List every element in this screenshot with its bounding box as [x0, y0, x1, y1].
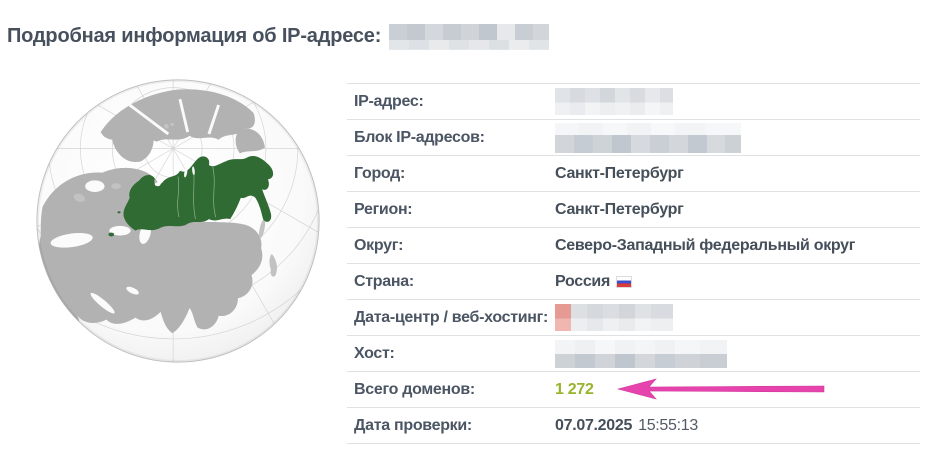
table-row-country: Страна: Россия	[347, 264, 920, 300]
row-label: IP-адрес:	[354, 92, 424, 110]
row-label: Город:	[354, 164, 406, 182]
row-label: Дата-центр / веб-хостинг:	[354, 308, 549, 326]
check-date: 07.07.2025	[555, 416, 633, 434]
total-domains-link[interactable]: 1 272	[555, 380, 594, 398]
table-row-host: Хост:	[347, 336, 920, 372]
page-header: Подробная информация об IP-адресе:	[7, 12, 550, 62]
russia-globe-map	[33, 76, 323, 366]
redacted-ip-value-blur	[555, 87, 673, 116]
redacted-datacenter-blur	[555, 303, 673, 332]
row-value: Россия	[555, 272, 611, 290]
table-row-check-date: Дата проверки: 07.07.2025 15:55:13	[347, 408, 920, 444]
redacted-host-blur	[555, 339, 727, 368]
redacted-ip-title-blur	[389, 23, 550, 50]
table-row-region: Регион: Санкт-Петербург	[347, 192, 920, 228]
row-value: Северо-Западный федеральный округ	[555, 236, 856, 254]
table-row-ip: IP-адрес:	[347, 84, 920, 120]
row-label: Регион:	[354, 200, 413, 218]
row-label: Хост:	[354, 344, 395, 362]
russia-flag-icon	[616, 275, 633, 288]
row-label: Дата проверки:	[354, 416, 472, 434]
row-value: Санкт-Петербург	[555, 200, 684, 218]
row-label: Страна:	[354, 272, 414, 290]
row-label: Блок IP-адресов:	[354, 128, 485, 146]
row-value: Санкт-Петербург	[555, 164, 684, 182]
row-label: Округ:	[354, 236, 404, 254]
ip-info-table: IP-адрес: Блок IP-адресов: Город: Санкт-…	[347, 83, 920, 444]
table-row-ip-block: Блок IP-адресов:	[347, 120, 920, 156]
table-row-datacenter: Дата-центр / веб-хостинг:	[347, 300, 920, 336]
table-row-city: Город: Санкт-Петербург	[347, 156, 920, 192]
row-label: Всего доменов:	[354, 380, 475, 398]
check-time: 15:55:13	[638, 416, 698, 434]
table-row-total-domains: Всего доменов: 1 272	[347, 372, 920, 408]
redacted-ip-block-blur	[555, 122, 741, 153]
page-title: Подробная информация об IP-адресе:	[7, 25, 382, 48]
table-row-district: Округ: Северо-Западный федеральный округ	[347, 228, 920, 264]
magenta-left-arrow-icon	[616, 378, 825, 400]
